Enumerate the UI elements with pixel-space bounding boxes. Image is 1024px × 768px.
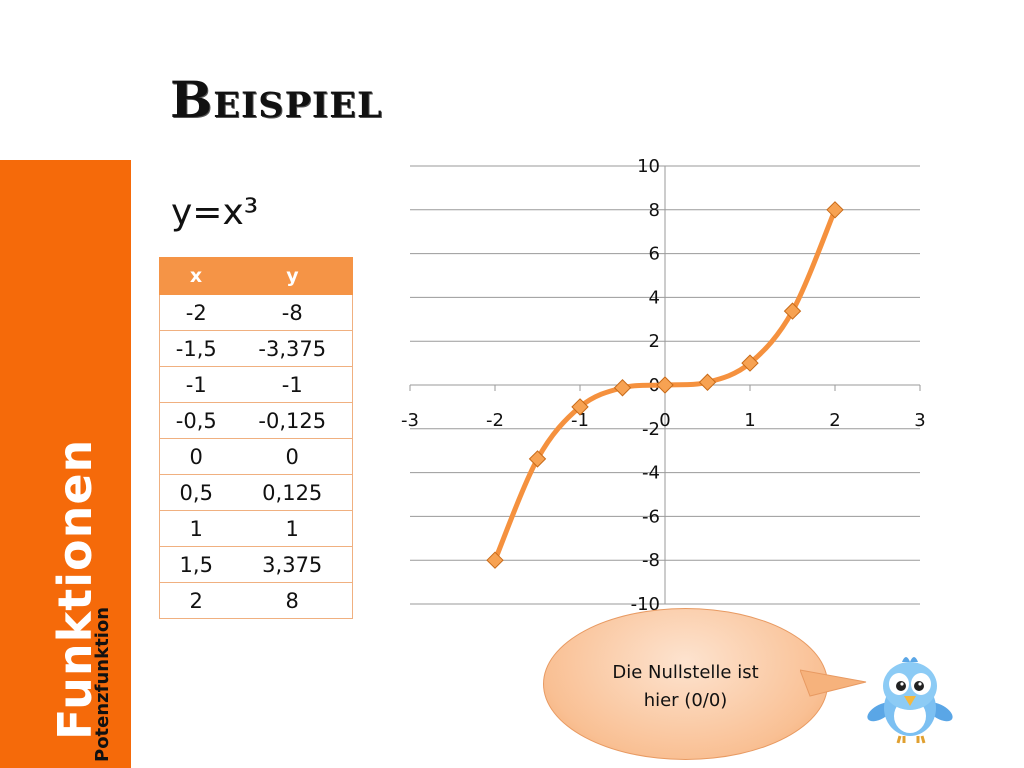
- y-tick-label: 8: [649, 200, 660, 221]
- y-tick-label: -4: [642, 463, 660, 484]
- x-tick-label: 3: [914, 410, 925, 431]
- table-cell-y: 0: [232, 438, 354, 475]
- data-point-marker: [613, 379, 632, 397]
- table-row: 0,5 0,125: [159, 474, 354, 511]
- sidebar-band: [0, 160, 131, 768]
- table-cell-y: -3,375: [232, 330, 354, 367]
- y-tick-label: 10: [637, 156, 660, 177]
- y-tick-label: 4: [649, 287, 660, 308]
- slide-heading: Beispiel: [170, 70, 383, 129]
- callout-tail: [800, 669, 867, 697]
- table-cell-y: -8: [232, 294, 354, 331]
- table-cell-y: 8: [232, 582, 354, 619]
- y-tick-label: 6: [649, 244, 660, 265]
- data-point-marker: [698, 373, 717, 391]
- table-cell-x: -0,5: [159, 402, 233, 439]
- function-formula: y=x³: [171, 192, 259, 233]
- table-row: 1,5 3,375: [159, 546, 354, 583]
- table-cell-x: -1: [159, 366, 233, 403]
- x-tick-label: 1: [744, 410, 755, 431]
- table-cell-x: 0: [159, 438, 233, 475]
- callout-line-2: hier (0/0): [643, 690, 728, 711]
- y-tick-label: -2: [642, 419, 660, 440]
- table-row: -1,5 -3,375: [159, 330, 354, 367]
- table-cell-x: 2: [159, 582, 233, 619]
- table-row: -1 -1: [159, 366, 354, 403]
- table-header-row: x y: [159, 257, 354, 295]
- data-point-marker: [741, 354, 759, 372]
- callout-text: Die Nullstelle ist hier (0/0): [544, 659, 827, 715]
- x-tick-label: -3: [401, 410, 419, 431]
- x-tick-label: 0: [659, 410, 670, 431]
- table-cell-x: 1,5: [159, 546, 233, 583]
- data-point-marker: [783, 302, 802, 320]
- data-point-marker: [528, 450, 547, 468]
- data-point-marker: [656, 376, 674, 394]
- table-row: -0,5 -0,125: [159, 402, 354, 439]
- table-cell-x: 1: [159, 510, 233, 547]
- bird-mascot-icon: [867, 657, 953, 744]
- y-tick-label: -8: [642, 550, 660, 571]
- table-header-x: x: [159, 257, 233, 295]
- x-tick-label: 2: [829, 410, 840, 431]
- data-point-marker: [486, 551, 504, 569]
- x-tick-label: -2: [486, 410, 504, 431]
- table-cell-y: 1: [232, 510, 354, 547]
- table-cell-x: -1,5: [159, 330, 233, 367]
- callout-bubble: Die Nullstelle ist hier (0/0): [543, 608, 828, 760]
- table-row: -2 -8: [159, 294, 354, 331]
- x-tick-label: -1: [571, 410, 589, 431]
- table-cell-y: -1: [232, 366, 354, 403]
- table-cell-y: 0,125: [232, 474, 354, 511]
- sidebar-subtitle: Potenzfunktion: [92, 606, 113, 762]
- data-point-marker: [826, 201, 844, 219]
- callout-line-1: Die Nullstelle ist: [612, 662, 759, 683]
- table-cell-x: 0,5: [159, 474, 233, 511]
- table-cell-x: -2: [159, 294, 233, 331]
- data-point-marker: [571, 398, 589, 416]
- table-cell-y: -0,125: [232, 402, 354, 439]
- y-tick-label: -6: [642, 506, 660, 527]
- table-cell-y: 3,375: [232, 546, 354, 583]
- table-header-y: y: [231, 257, 354, 295]
- y-tick-label: 2: [649, 331, 660, 352]
